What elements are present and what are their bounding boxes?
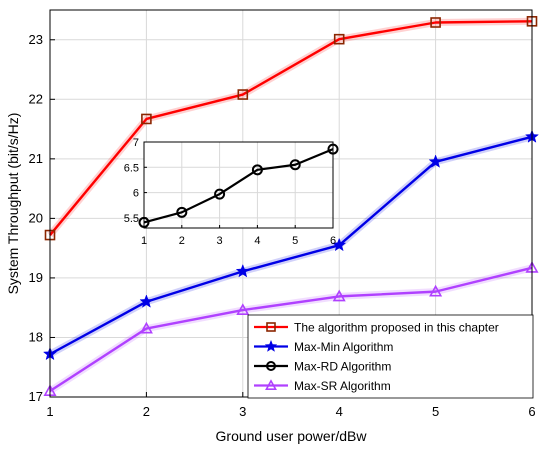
series-line [49, 20, 533, 236]
x-tick-label: 6 [330, 235, 336, 247]
x-tick-label: 5 [432, 404, 439, 419]
inset-plot-frame [143, 141, 334, 229]
y-tick-label: 23 [29, 32, 43, 47]
legend-label: The algorithm proposed in this chapter [294, 321, 499, 335]
data-point [332, 237, 347, 252]
legend-label: Max-RD Algorithm [294, 360, 391, 374]
legend-label: Max-SR Algorithm [294, 379, 391, 393]
data-point [237, 89, 249, 100]
legend: The algorithm proposed in this chapter Ma… [247, 314, 534, 399]
data-point [430, 17, 441, 28]
data-point [176, 206, 188, 218]
series-line [49, 135, 533, 356]
x-tick-label: 6 [528, 404, 535, 419]
y-tick-label: 7 [133, 137, 139, 149]
data-point [332, 289, 346, 302]
legend-item: Max-SR Algorithm [254, 379, 391, 393]
x-tick-label: 3 [217, 235, 223, 247]
x-tick-label: 1 [141, 235, 147, 247]
legend-marker [266, 361, 276, 371]
y-tick-label: 5.5 [124, 213, 139, 225]
data-point [333, 33, 345, 45]
data-point [428, 154, 443, 168]
inset-chart: 1 2 3 4 5 6 5.5 6 6.5 7 [124, 137, 339, 247]
y-tick-label: 21 [29, 151, 43, 166]
y-axis-label: System Throughput (bit/s/Hz) [5, 113, 21, 295]
legend-marker [264, 339, 278, 352]
data-point [289, 159, 301, 171]
legend-item: Max-Min Algorithm [254, 339, 393, 354]
inset-ticks: 1 2 3 4 5 6 5.5 6 6.5 7 [124, 137, 336, 247]
y-tick-label: 18 [29, 329, 43, 344]
x-tick-label: 4 [254, 235, 260, 247]
data-point [139, 321, 153, 334]
x-tick-label: 2 [179, 235, 185, 247]
legend-marker [265, 379, 277, 390]
data-point [141, 113, 152, 125]
main-series [42, 16, 540, 396]
x-tick-label: 1 [46, 404, 53, 419]
y-tick-label: 22 [29, 91, 43, 106]
y-tick-label: 6.5 [124, 162, 139, 174]
legend-items: The algorithm proposed in this chapter Ma… [254, 321, 499, 393]
data-point [251, 164, 263, 176]
data-point [235, 263, 250, 278]
y-tick-label: 20 [29, 210, 43, 225]
y-tick-label: 6 [133, 188, 139, 200]
data-point [214, 188, 226, 200]
x-tick-label: 4 [336, 404, 343, 419]
series-3 [43, 260, 539, 396]
series-0 [138, 143, 339, 228]
x-tick-label: 5 [292, 235, 298, 247]
x-axis-label: Ground user power/dBw [216, 428, 368, 444]
data-point [429, 284, 443, 297]
x-tick-label: 3 [239, 404, 246, 419]
legend-item: Max-RD Algorithm [254, 360, 391, 374]
y-tick-label: 17 [29, 389, 43, 404]
legend-box [247, 314, 534, 399]
legend-label: Max-Min Algorithm [294, 340, 393, 354]
series-line [143, 148, 334, 224]
y-tick-label: 19 [29, 270, 43, 285]
inset-series [138, 143, 339, 228]
x-tick-label: 2 [143, 404, 150, 419]
data-point [139, 294, 154, 308]
legend-item: The algorithm proposed in this chapter [254, 321, 499, 335]
data-point [236, 303, 250, 316]
legend-marker [266, 322, 276, 332]
series-line [49, 266, 533, 393]
